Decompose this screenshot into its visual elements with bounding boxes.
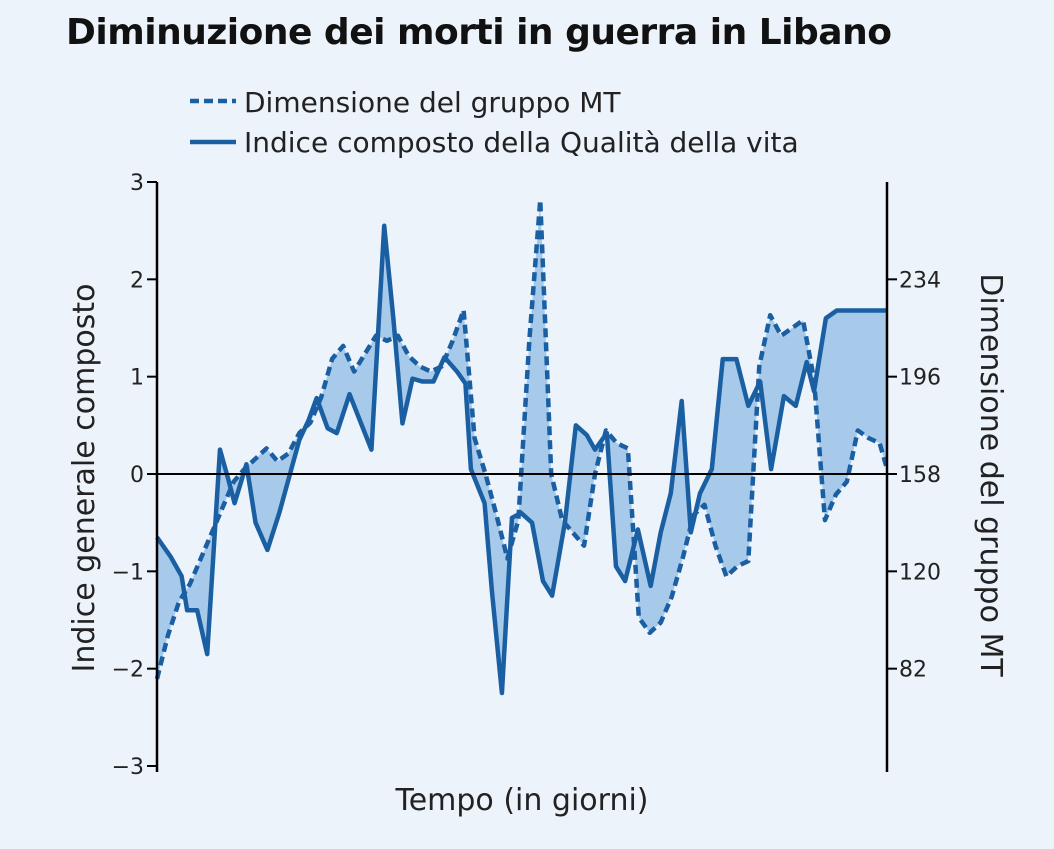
left-tick-label: −2 bbox=[112, 658, 144, 683]
right-tick-label: 82 bbox=[899, 658, 927, 683]
left-y-ticks: 3 2 1 0 −1 −2 −3 bbox=[112, 171, 157, 780]
right-y-ticks: 234 196 158 120 82 bbox=[887, 268, 941, 683]
x-axis-label: Tempo (in giorni) bbox=[394, 783, 648, 818]
legend: Dimensione del gruppo MT Indice composto… bbox=[190, 86, 799, 159]
right-tick-label: 158 bbox=[899, 463, 941, 488]
right-tick-label: 196 bbox=[899, 366, 941, 391]
series-line-indice-composto bbox=[155, 223, 887, 696]
y-axis-label: Indice generale composto bbox=[67, 284, 102, 673]
right-tick-label: 120 bbox=[899, 560, 941, 585]
left-tick-label: 0 bbox=[130, 463, 144, 488]
left-tick-label: −3 bbox=[112, 755, 144, 780]
left-tick-label: −1 bbox=[112, 560, 144, 585]
series-lines bbox=[154, 197, 890, 696]
y2-axis-label: Dimensione del gruppo MT bbox=[973, 273, 1008, 677]
chart-title: Diminuzione dei morti in guerra in Liban… bbox=[66, 12, 891, 53]
legend-label-dashed: Dimensione del gruppo MT bbox=[244, 86, 621, 119]
left-tick-label: 3 bbox=[130, 171, 144, 196]
right-tick-label: 234 bbox=[899, 268, 941, 293]
legend-label-solid: Indice composto della Qualità della vita bbox=[244, 126, 799, 159]
fill-between-area bbox=[157, 203, 887, 692]
fill-between-polygon bbox=[157, 203, 887, 692]
series-line-dimensione-gruppo-mt bbox=[154, 197, 890, 680]
left-tick-label: 1 bbox=[130, 366, 144, 391]
left-tick-label: 2 bbox=[130, 268, 144, 293]
